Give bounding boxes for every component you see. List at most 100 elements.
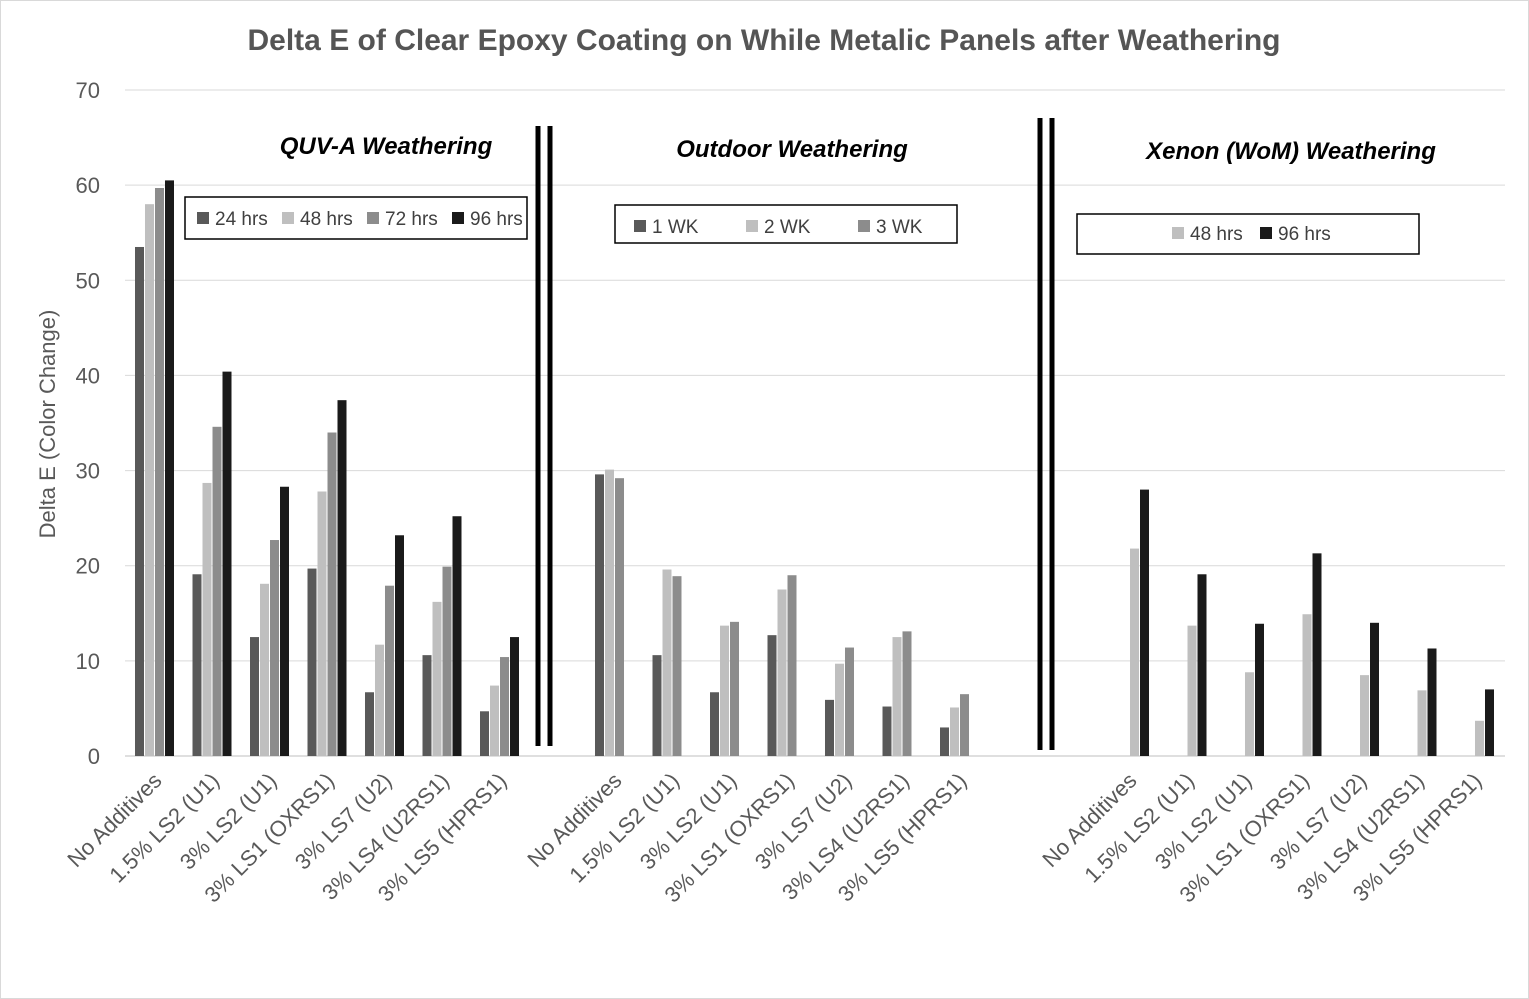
bar xyxy=(1360,675,1369,756)
bar xyxy=(1197,574,1207,756)
panel-group xyxy=(595,469,969,756)
bar xyxy=(375,644,384,756)
bar xyxy=(615,478,624,756)
bar xyxy=(1187,625,1197,756)
bar xyxy=(940,727,949,756)
legend-box xyxy=(184,196,528,240)
legend-swatch xyxy=(1260,227,1272,239)
bar xyxy=(385,585,394,756)
bar xyxy=(270,540,279,756)
bar xyxy=(155,187,164,757)
bar xyxy=(720,625,729,756)
bar xyxy=(767,635,777,756)
legend-swatch xyxy=(282,212,294,224)
bar xyxy=(902,631,912,756)
bar xyxy=(422,655,432,756)
panel-group xyxy=(1130,489,1494,756)
bar xyxy=(1312,553,1322,756)
bar xyxy=(1475,720,1484,756)
legend-swatch xyxy=(634,220,646,232)
bars-layer xyxy=(135,180,1494,757)
panel-dividers xyxy=(535,118,1055,750)
y-tick-label: 30 xyxy=(76,459,100,484)
legend-label: 48 hrs xyxy=(300,209,353,230)
panel-title: Outdoor Weathering xyxy=(676,136,908,163)
bar xyxy=(845,647,854,756)
legend: 48 hrs 96 hrs xyxy=(1076,213,1420,255)
bar xyxy=(605,469,614,756)
bar xyxy=(825,699,834,756)
bar xyxy=(510,637,519,756)
legend-swatch xyxy=(197,212,209,224)
bar xyxy=(652,655,662,756)
bar xyxy=(1130,548,1139,756)
legend-label: 2 WK xyxy=(764,217,811,238)
legend-label: 72 hrs xyxy=(385,209,438,230)
bar xyxy=(192,574,202,756)
bar xyxy=(882,706,892,756)
bar xyxy=(960,694,969,756)
y-tick-label: 60 xyxy=(76,173,100,198)
legend-label: 3 WK xyxy=(876,217,923,238)
bar xyxy=(442,566,452,756)
bar xyxy=(452,516,462,756)
bar xyxy=(950,707,959,756)
bar xyxy=(730,621,739,756)
bar xyxy=(1255,623,1264,756)
bar xyxy=(1245,672,1254,756)
legend-label: 96 hrs xyxy=(1278,224,1331,245)
bar xyxy=(145,204,154,756)
bar xyxy=(662,569,672,756)
bar xyxy=(1427,648,1437,756)
legend-box xyxy=(1076,213,1420,255)
legend-label: 48 hrs xyxy=(1190,224,1243,245)
y-tick-label: 20 xyxy=(76,554,100,579)
bar xyxy=(212,426,222,756)
legend: 24 hrs 48 hrs 72 hrs 96 hrs xyxy=(184,196,528,240)
bar xyxy=(710,692,719,756)
bar xyxy=(672,576,682,756)
y-tick-labels: 0 10 20 30 40 50 60 70 xyxy=(76,78,100,769)
bar xyxy=(1485,689,1494,756)
legend-label: 1 WK xyxy=(652,217,699,238)
legend-label: 24 hrs xyxy=(215,209,268,230)
panel-titles: QUV-A Weathering Outdoor Weathering Xenon … xyxy=(280,133,1436,165)
legend: 1 WK 2 WK 3 WK xyxy=(614,204,958,244)
legend-swatch xyxy=(858,220,870,232)
grid-layer xyxy=(125,89,1505,757)
bar xyxy=(1417,690,1427,756)
bar xyxy=(222,371,232,756)
legend-swatch xyxy=(452,212,464,224)
bar xyxy=(500,657,509,756)
bar xyxy=(480,711,489,756)
bar xyxy=(892,637,902,756)
bar xyxy=(135,246,144,756)
bar xyxy=(490,685,499,756)
bar xyxy=(595,474,604,756)
bar xyxy=(165,180,174,756)
bar xyxy=(260,583,269,756)
bar xyxy=(835,663,844,756)
y-tick-label: 0 xyxy=(88,744,100,769)
legend-swatch xyxy=(367,212,379,224)
bar xyxy=(787,575,797,756)
bar xyxy=(777,589,787,756)
chart-title: Delta E of Clear Epoxy Coating on While … xyxy=(248,24,1281,57)
bar xyxy=(432,601,442,756)
bar xyxy=(337,400,347,756)
y-tick-label: 50 xyxy=(76,268,100,293)
y-tick-label: 40 xyxy=(76,363,100,388)
bar xyxy=(250,637,259,756)
bar xyxy=(1140,489,1149,756)
y-tick-label: 70 xyxy=(76,78,100,103)
bar xyxy=(1302,614,1312,756)
panel-title: Xenon (WoM) Weathering xyxy=(1144,138,1436,165)
y-tick-label: 10 xyxy=(76,649,100,674)
bar xyxy=(327,432,337,756)
bar xyxy=(280,486,289,756)
bar xyxy=(307,568,317,756)
bar xyxy=(1370,622,1379,756)
